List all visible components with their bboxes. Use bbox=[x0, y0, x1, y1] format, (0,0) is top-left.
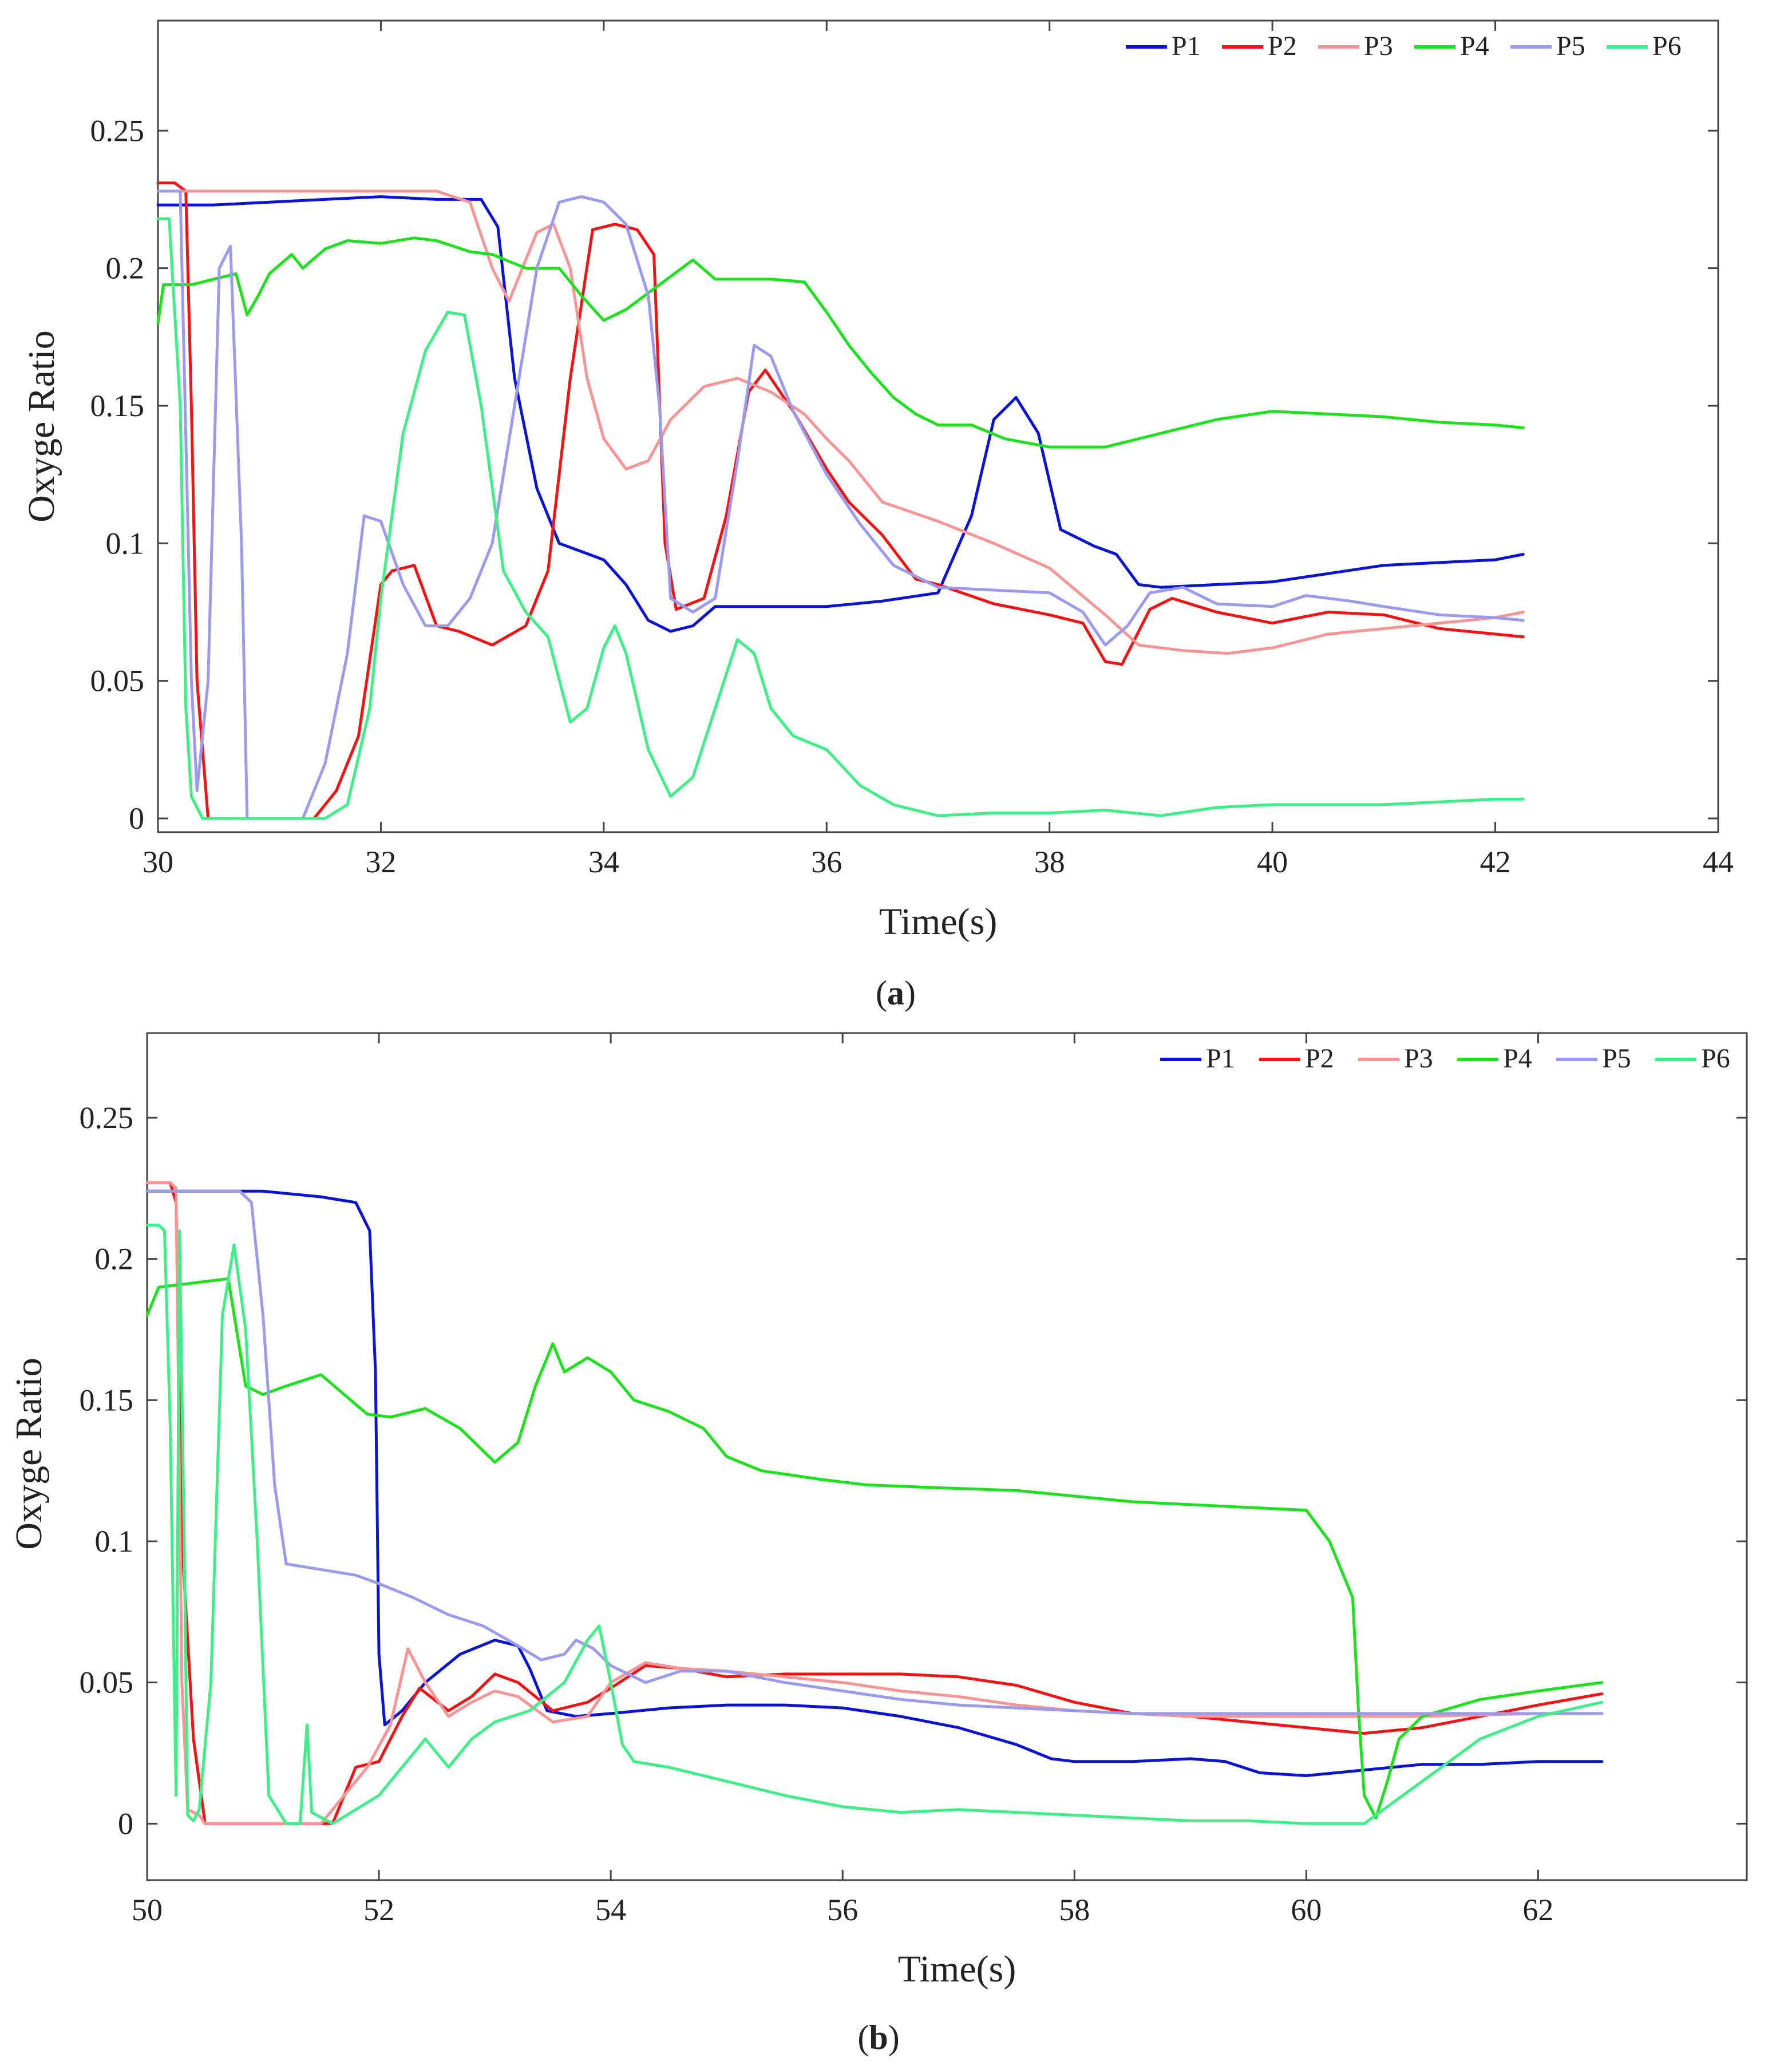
legend-label-p6: P6 bbox=[1652, 31, 1682, 61]
legend-label-p1: P1 bbox=[1172, 31, 1201, 61]
series-line-p6 bbox=[156, 217, 1525, 820]
x-tick-label: 54 bbox=[595, 1893, 626, 1927]
series-layer-a bbox=[156, 181, 1525, 820]
series-line-p3 bbox=[156, 189, 1525, 655]
plot-frame-a bbox=[157, 19, 1719, 833]
legend-label-p5: P5 bbox=[1556, 31, 1585, 61]
series-layer-b bbox=[145, 1181, 1604, 1825]
x-tick-label: 38 bbox=[1034, 845, 1065, 879]
axis-ticks-a: 30 32 34 36 38 40 42 44 0 0.05 0.1 0.15 0.2 0.25 bbox=[90, 21, 1734, 879]
legend-label-p4: P4 bbox=[1460, 31, 1489, 61]
x-tick-label: 42 bbox=[1480, 845, 1511, 879]
x-tick-label: 52 bbox=[363, 1893, 394, 1927]
y-tick-label: 0.15 bbox=[90, 389, 145, 423]
legend-label-p3: P3 bbox=[1404, 1043, 1433, 1074]
series-line-p6 bbox=[145, 1224, 1604, 1825]
plot-frame-b bbox=[146, 1032, 1748, 1881]
legend-label-p1: P1 bbox=[1206, 1043, 1235, 1074]
caption-b: (b) bbox=[857, 2019, 899, 2056]
x-tick-label: 58 bbox=[1059, 1893, 1090, 1927]
x-tick-label: 56 bbox=[827, 1893, 858, 1927]
y-axis-label-b: Oxyge Ratio bbox=[8, 1358, 50, 1549]
legend-label-p3: P3 bbox=[1364, 31, 1393, 61]
x-axis-label-a: Time(s) bbox=[879, 901, 998, 943]
axis-ticks-b: 50 52 54 56 58 60 62 0 0.05 0.1 0.15 0.2 0.25 bbox=[80, 1033, 1747, 1927]
y-tick-label: 0.2 bbox=[106, 251, 145, 286]
y-tick-label: 0.25 bbox=[90, 113, 145, 148]
legend-a: P1 P2 P3 P4 P5 P6 bbox=[1126, 31, 1682, 61]
legend-label-p2: P2 bbox=[1305, 1043, 1334, 1074]
legend-label-p4: P4 bbox=[1503, 1043, 1532, 1074]
panel-a: 30 32 34 36 38 40 42 44 0 0.05 0.1 0.15 0.2 0.25 P1 P2… bbox=[21, 19, 1734, 1012]
legend-label-p5: P5 bbox=[1602, 1043, 1631, 1074]
x-tick-label: 40 bbox=[1257, 845, 1288, 879]
y-tick-label: 0.15 bbox=[80, 1383, 134, 1417]
series-line-p5 bbox=[156, 189, 1525, 820]
series-line-p3 bbox=[145, 1181, 1604, 1825]
caption-label-b: b bbox=[869, 2019, 888, 2056]
x-tick-label: 34 bbox=[588, 845, 619, 879]
series-line-p2 bbox=[156, 181, 1525, 820]
x-tick-label: 50 bbox=[132, 1893, 163, 1927]
y-tick-label: 0.05 bbox=[90, 664, 145, 698]
y-tick-label: 0.25 bbox=[80, 1101, 134, 1135]
legend-label-p2: P2 bbox=[1268, 31, 1297, 61]
series-line-p4 bbox=[156, 236, 1525, 449]
panel-b: 50 52 54 56 58 60 62 0 0.05 0.1 0.15 0.2 0.25 P1 P2 P3… bbox=[8, 1032, 1748, 2056]
legend-b: P1 P2 P3 P4 P5 P6 bbox=[1160, 1043, 1730, 1074]
y-tick-label: 0 bbox=[129, 801, 144, 836]
caption-label-a: a bbox=[887, 974, 904, 1012]
x-axis-label-b: Time(s) bbox=[898, 1948, 1016, 1990]
y-tick-label: 0.05 bbox=[80, 1666, 134, 1700]
series-line-p2 bbox=[145, 1181, 1604, 1825]
x-tick-label: 62 bbox=[1522, 1893, 1553, 1927]
caption-a: (a) bbox=[876, 974, 916, 1012]
caption-close-b: ) bbox=[888, 2019, 900, 2056]
series-line-p1 bbox=[156, 195, 1525, 633]
y-axis-label-a: Oxyge Ratio bbox=[21, 330, 62, 522]
caption-open-b: ( bbox=[857, 2019, 869, 2056]
caption-open-a: ( bbox=[876, 974, 887, 1012]
x-tick-label: 32 bbox=[365, 845, 396, 879]
y-tick-label: 0 bbox=[118, 1806, 133, 1841]
y-tick-label: 0.1 bbox=[95, 1524, 134, 1558]
series-line-p1 bbox=[145, 1189, 1604, 1777]
y-tick-label: 0.2 bbox=[95, 1242, 134, 1276]
x-tick-label: 60 bbox=[1291, 1893, 1322, 1927]
caption-close-a: ) bbox=[904, 974, 916, 1012]
series-line-p4 bbox=[145, 1277, 1604, 1819]
y-tick-label: 0.1 bbox=[106, 526, 145, 560]
x-tick-label: 30 bbox=[143, 845, 173, 879]
x-tick-label: 44 bbox=[1703, 845, 1734, 879]
x-tick-label: 36 bbox=[811, 845, 842, 879]
series-line-p5 bbox=[145, 1189, 1604, 1715]
legend-label-p6: P6 bbox=[1701, 1043, 1730, 1074]
